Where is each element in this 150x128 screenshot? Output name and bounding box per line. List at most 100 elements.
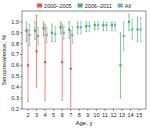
x-tick [122, 109, 123, 111]
error-bar [68, 22, 70, 38]
x-tick-label: 11 [102, 112, 108, 118]
point [94, 24, 96, 26]
x-tick [62, 109, 63, 111]
point [68, 28, 70, 30]
legend: 2000–2005 2006–2011 All [37, 3, 131, 9]
y-tick [20, 21, 22, 22]
point [97, 24, 99, 26]
legend-swatch [37, 4, 42, 8]
x-axis: 23456789101112131415 [26, 109, 142, 118]
x-tick-label: 3 [35, 112, 38, 118]
y-axis: 0.20.30.40.50.60.70.80.91.0 [11, 19, 22, 112]
x-tick-label: 15 [136, 112, 142, 118]
y-tick-label: 0.4 [11, 84, 19, 90]
x-tick-label: 2 [26, 112, 29, 118]
point [131, 28, 133, 30]
series [27, 15, 72, 106]
point [28, 34, 30, 36]
error-bar [111, 22, 113, 31]
legend-label: All [125, 3, 131, 9]
point [140, 28, 142, 30]
error-bar [77, 22, 79, 34]
error-bar [60, 22, 62, 34]
point [51, 32, 53, 34]
error-bar [51, 24, 53, 41]
x-tick [27, 109, 28, 111]
point [128, 21, 130, 23]
x-tick-label: 14 [128, 112, 134, 118]
error-bar [123, 22, 125, 50]
point [59, 26, 61, 28]
point [119, 64, 121, 66]
x-tick-label: 13 [119, 112, 125, 118]
point [71, 34, 73, 36]
x-tick [113, 109, 114, 111]
y-tick-label: 0.7 [11, 51, 19, 57]
point [27, 64, 29, 66]
error-bar [54, 26, 56, 41]
error-bar [89, 22, 91, 32]
x-tick [36, 109, 37, 111]
error-bar [103, 22, 105, 31]
x-tick [70, 109, 71, 111]
point [25, 30, 27, 32]
error-bar [34, 22, 36, 39]
legend-label: 2006–2011 [85, 3, 112, 9]
point [80, 26, 82, 28]
y-tick [20, 87, 22, 88]
error-bar [61, 24, 63, 100]
error-bar [37, 27, 39, 44]
y-tick-label: 1.0 [11, 19, 19, 25]
error-bar [29, 24, 31, 46]
point [34, 30, 36, 32]
error-bar [114, 22, 116, 31]
point [102, 24, 104, 26]
x-tick [53, 109, 54, 111]
y-tick-label: 0.5 [11, 73, 19, 79]
x-tick-label: 5 [52, 112, 55, 118]
error-bar [36, 15, 38, 87]
y-axis-label: Seroprevalence, % [1, 34, 7, 85]
legend-label: 2000–2005 [44, 3, 72, 9]
y-tick [20, 109, 22, 110]
error-bar [43, 22, 45, 36]
series [28, 18, 141, 51]
y-tick-label: 0.6 [11, 62, 19, 68]
error-bar [131, 20, 133, 40]
point [114, 24, 116, 26]
point [70, 68, 72, 70]
x-tick-label: 10 [93, 112, 99, 118]
x-tick-label: 9 [86, 112, 89, 118]
point [54, 33, 56, 35]
x-tick [96, 109, 97, 111]
marks [25, 14, 142, 107]
y-tick [20, 43, 22, 44]
error-bar [70, 31, 72, 107]
point [35, 50, 37, 52]
point [61, 61, 63, 63]
x-tick [130, 109, 131, 111]
error-bar [46, 27, 48, 42]
point [136, 28, 138, 30]
error-bar [120, 33, 122, 98]
page: {"chart_data": {"type": "scatter", "xlab… [0, 0, 150, 128]
x-tick-label: 7 [69, 112, 72, 118]
point [111, 24, 113, 26]
legend-swatch [118, 4, 123, 8]
y-tick-label: 0.8 [11, 41, 19, 47]
x-tick [104, 109, 105, 111]
error-bar [63, 26, 65, 39]
y-tick [20, 98, 22, 99]
error-bar [137, 18, 139, 42]
x-axis-label: Age, y [75, 120, 92, 126]
error-bar [85, 22, 87, 32]
error-bar [106, 22, 108, 31]
x-tick-label: 8 [78, 112, 81, 118]
y-tick-label: 0.3 [11, 95, 19, 101]
error-bar [80, 22, 82, 34]
point [44, 61, 46, 63]
point [85, 25, 87, 27]
point [88, 25, 90, 27]
x-tick [87, 109, 88, 111]
legend-swatch [78, 4, 83, 8]
